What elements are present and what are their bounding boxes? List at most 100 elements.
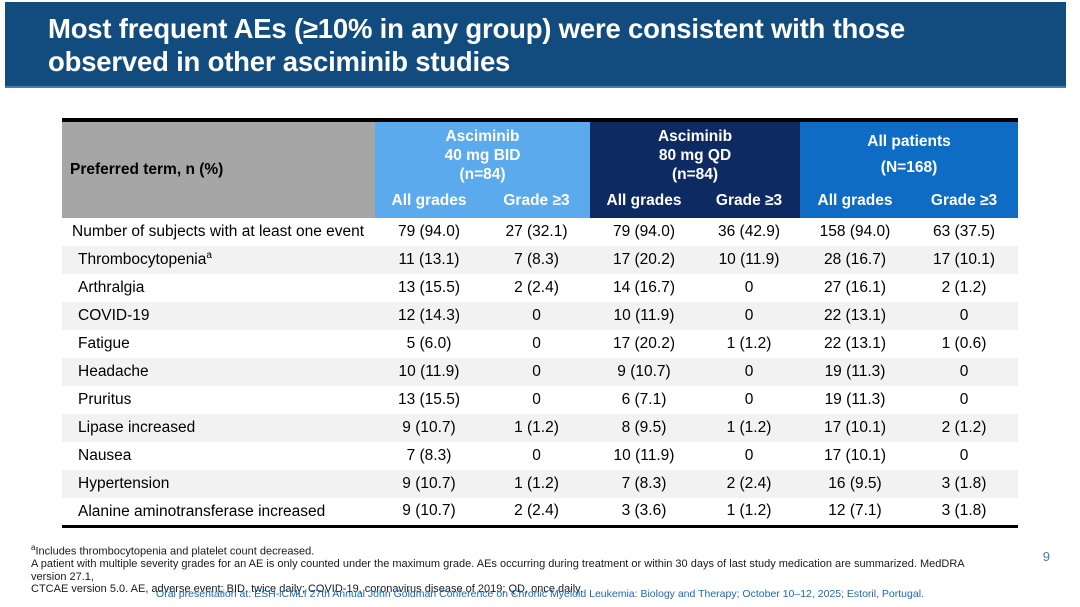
group-title-line: (n=84) <box>671 165 719 183</box>
value-cell: 3 (1.8) <box>941 475 987 492</box>
value-cell: 10 (11.9) <box>613 307 675 324</box>
term-cell: Alanine aminotransferase increased <box>62 498 375 526</box>
value-cell: 8 (9.5) <box>621 419 667 436</box>
value-cell: 0 <box>959 391 969 408</box>
term-label: Headache <box>78 363 149 381</box>
column-header-preferred-term: Preferred term, n (%) <box>62 120 375 218</box>
term-label: Number of subjects with at least one eve… <box>72 223 365 241</box>
table-body: Number of subjects with at least one eve… <box>62 218 1019 526</box>
value-cell: 10 (11.9) <box>398 363 460 380</box>
value-cell: 2 (1.2) <box>941 279 987 296</box>
value-cell: 0 <box>532 391 541 408</box>
value-cell: 2 (2.4) <box>514 279 559 296</box>
value-cell: 17 (10.1) <box>823 419 887 436</box>
value-cell: 11 (13.1) <box>398 251 460 268</box>
value-cell: 10 (11.9) <box>613 447 675 464</box>
term-superscript: a <box>206 250 212 262</box>
group-header-all-patients: All patients (N=168) <box>800 120 1019 186</box>
value-cell: 9 (10.7) <box>402 475 456 492</box>
subheader-80mg-grade-ge3: Grade ≥3 <box>698 186 801 218</box>
term-cell: Hypertension <box>62 470 375 498</box>
value-cell: 63 (37.5) <box>933 223 996 240</box>
group-title-line: (N=168) <box>880 159 938 176</box>
value-cell: 1 (0.6) <box>941 335 987 352</box>
subheader-all-patients-all-grades: All grades <box>800 186 911 218</box>
value-cell: 12 (7.1) <box>828 502 882 520</box>
term-cell: Number of subjects with at least one eve… <box>62 218 375 246</box>
value-cell: 7 (8.3) <box>406 447 452 464</box>
term-cell: Thrombocytopeniaa <box>62 246 375 274</box>
value-cell: 0 <box>744 279 754 296</box>
term-label: Hypertension <box>78 475 170 493</box>
value-cell: 17 (10.1) <box>933 251 996 268</box>
value-cell: 0 <box>959 307 969 324</box>
term-label: Arthralgia <box>78 279 145 297</box>
value-cell: 0 <box>532 307 541 324</box>
subheader-80mg-all-grades: All grades <box>590 186 698 218</box>
value-cell: 0 <box>532 335 541 352</box>
term-cell: Pruritus <box>62 386 375 414</box>
value-cell: 36 (42.9) <box>717 223 781 240</box>
value-cell: 27 (16.1) <box>823 279 887 296</box>
value-cell: 0 <box>959 447 969 464</box>
table-row: Fatigue 5 (6.0) 0 17 (20.2) 1 (1.2) 22 (… <box>62 330 1018 358</box>
term-cell: Nausea <box>62 442 375 470</box>
term-label: COVID-19 <box>78 307 150 325</box>
term-label: Fatigue <box>78 335 130 353</box>
value-cell: 0 <box>744 447 754 464</box>
title-banner: Most frequent AEs (≥10% in any group) we… <box>5 2 1066 88</box>
table-row: Number of subjects with at least one eve… <box>62 218 1018 246</box>
value-cell: 27 (32.1) <box>505 223 568 240</box>
footnote-methods-line2: CTCAE version 5.0. AE, adverse event; BI… <box>31 583 583 596</box>
value-cell: 22 (13.1) <box>823 307 887 324</box>
table-row: Thrombocytopeniaa 11 (13.1) 7 (8.3) 17 (… <box>62 246 1019 274</box>
table-row: COVID-19 12 (14.3) 0 10 (11.9) 0 22 (13.… <box>62 302 1019 330</box>
table-row: Lipase increased 9 (10.7) 1 (1.2) 8 (9.5… <box>62 414 1019 442</box>
group-title-line: 40 mg BID <box>444 146 521 164</box>
footnote-superscript: a <box>31 543 36 552</box>
term-cell: Fatigue <box>62 330 375 358</box>
term-label: Alanine aminotransferase increased <box>78 502 326 520</box>
adverse-events-table: Preferred term, n (%) Asciminib 40 mg BI… <box>62 118 1019 528</box>
value-cell: 12 (14.3) <box>397 307 461 324</box>
term-cell: Lipase increased <box>62 414 375 442</box>
table-row: Arthralgia 13 (15.5) 2 (2.4) 14 (16.7) 0… <box>62 274 1018 302</box>
footnotes: aIncludes thrombocytopenia and platelet … <box>31 542 991 596</box>
table-row: Alanine aminotransferase increased 9 (10… <box>62 498 1018 526</box>
value-cell: 5 (6.0) <box>406 335 452 352</box>
table-row: Headache 10 (11.9) 0 9 (10.7) 0 19 (11.3… <box>62 358 1019 386</box>
table-row: Pruritus 13 (15.5) 0 6 (7.1) 0 19 (11.3)… <box>62 386 1018 414</box>
term-cell: Arthralgia <box>62 274 375 302</box>
table-header: Preferred term, n (%) Asciminib 40 mg BI… <box>62 120 1019 218</box>
value-cell: 3 (3.6) <box>621 502 667 520</box>
value-cell: 2 (2.4) <box>726 475 772 492</box>
value-cell: 19 (11.3) <box>824 391 886 408</box>
value-cell: 17 (20.2) <box>612 335 676 352</box>
value-cell: 19 (11.3) <box>824 363 886 380</box>
footnote-a: aIncludes thrombocytopenia and platelet … <box>31 542 991 558</box>
value-cell: 13 (15.5) <box>397 391 461 408</box>
value-cell: 0 <box>532 447 541 464</box>
subheader-40mg-grade-ge3: Grade ≥3 <box>483 186 590 218</box>
group-header-asciminib-40mg-bid: Asciminib 40 mg BID (n=84) <box>375 120 590 186</box>
value-cell: 0 <box>744 307 754 324</box>
value-cell: 14 (16.7) <box>612 279 676 296</box>
value-cell: 1 (1.2) <box>514 475 559 492</box>
value-cell: 79 (94.0) <box>612 223 676 240</box>
value-cell: 2 (2.4) <box>514 502 559 520</box>
group-title-line: 80 mg QD <box>658 146 732 164</box>
term-label: Thrombocytopenia <box>78 251 207 269</box>
value-cell: 22 (13.1) <box>823 335 887 352</box>
term-label: Nausea <box>78 447 132 465</box>
value-cell: 2 (1.2) <box>941 419 987 436</box>
value-cell: 10 (11.9) <box>718 251 780 268</box>
value-cell: 1 (1.2) <box>726 419 772 436</box>
value-cell: 7 (8.3) <box>514 251 559 268</box>
group-title-line: (n=84) <box>459 165 506 183</box>
value-cell: 0 <box>959 363 969 380</box>
group-title-line: All patients <box>867 133 951 150</box>
group-title-line: Asciminib <box>657 127 733 145</box>
group-header-asciminib-80mg-qd: Asciminib 80 mg QD (n=84) <box>590 120 801 186</box>
subheader-40mg-all-grades: All grades <box>375 186 483 218</box>
value-cell: 9 (10.7) <box>402 502 456 520</box>
